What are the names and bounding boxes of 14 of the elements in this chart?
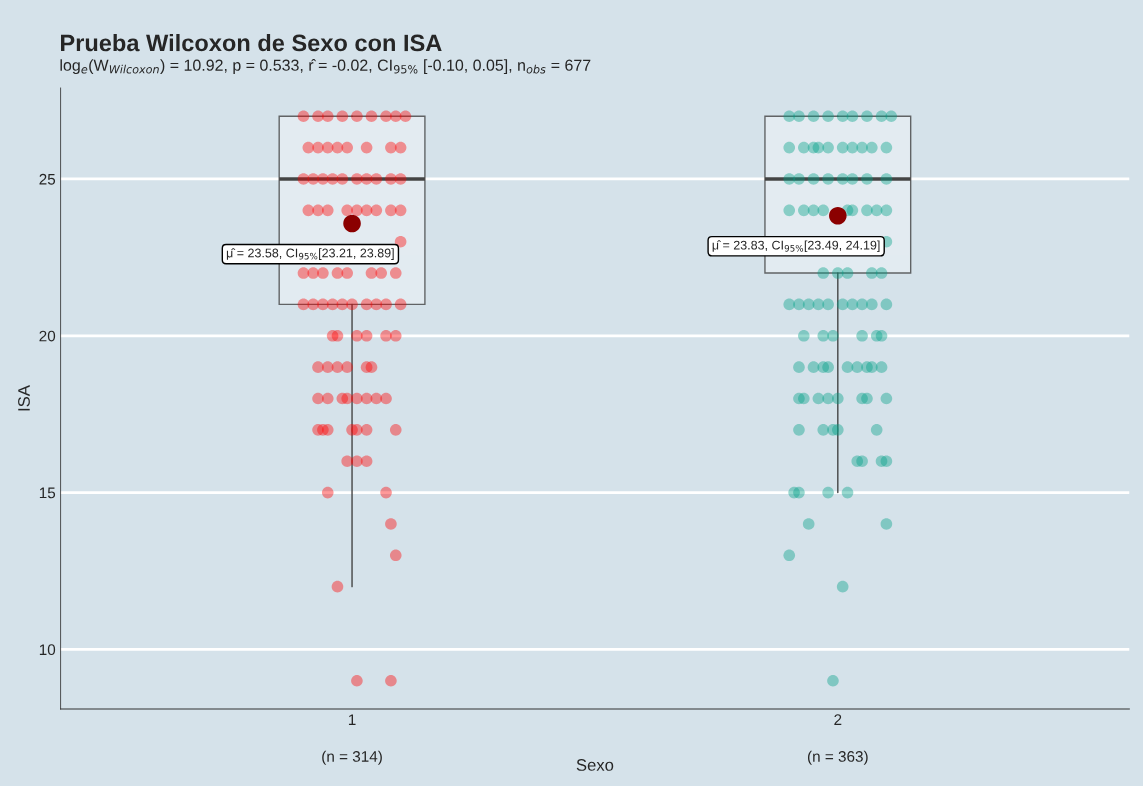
y-tick-label: 20: [39, 330, 56, 342]
y-tick-label: 25: [39, 173, 56, 185]
x-tick-label: 2: [834, 714, 842, 725]
text: log$_{e}$(W$_{Wilcoxon}$) = 10.92, p = 0.533, r̂ = -0.02, CI$_{95%}$ [-0.10, 0.05], n$_{obs}$ = 677: [60, 59, 591, 75]
y-axis-title: ISA: [18, 385, 30, 411]
chart-title: Prueba Wilcoxon de Sexo con ISA: [61, 33, 442, 52]
x-tick-label: 1: [348, 714, 356, 725]
text: (n = 314): [322, 750, 382, 765]
x-axis-title: Sexo: [576, 759, 614, 771]
text: (n = 363): [807, 750, 868, 765]
annotation: μ̂ = 23.58, CI$_{95%}$[23.21, 23.89]: [226, 248, 394, 260]
y-tick-label: 15: [39, 487, 56, 499]
y-tick-label: 10: [39, 644, 56, 656]
annotation: μ̂ = 23.83, CI$_{95%}$[23.49, 24.19]: [712, 240, 880, 253]
